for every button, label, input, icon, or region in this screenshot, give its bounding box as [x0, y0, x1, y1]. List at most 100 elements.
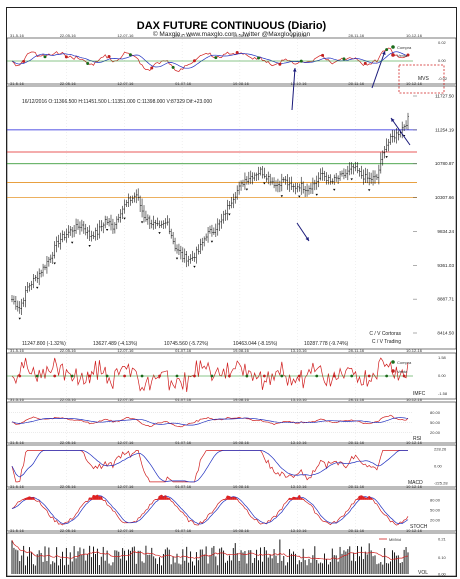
date-tick-price: 13-10-16 [291, 81, 308, 86]
imfc-dot [88, 374, 92, 378]
date-tick-vol: 12-07-16 [117, 528, 134, 533]
stoch-overbought [226, 495, 229, 500]
signal-triangle [88, 245, 91, 248]
mvs-tick: 0.02 [438, 40, 447, 45]
imfc-dot [105, 374, 109, 378]
date-tick-stoch: 19-08-16 [233, 484, 250, 489]
rsi-tick: 80.00 [430, 410, 441, 415]
date-tick-price: 19-08-16 [233, 81, 250, 86]
legend-dot-venta [391, 369, 395, 373]
stoch-overbought [370, 497, 373, 500]
mvs-dot [214, 56, 218, 60]
signal-triangle [123, 217, 126, 220]
imfc-dot [35, 374, 39, 378]
mvs-dot [150, 66, 154, 70]
stoch-overbought [32, 497, 35, 500]
stoch-overbought [292, 497, 295, 500]
date-tick-vol: 01-07-16 [175, 528, 192, 533]
panel-price [6, 85, 457, 350]
legend-venta-imfc: Venta [397, 369, 408, 374]
legend-compra-mvs: Compra [397, 45, 412, 50]
date-tick-price: 28-11-16 [348, 81, 364, 86]
stoch-overbought [364, 497, 367, 500]
imfc-dot [385, 374, 389, 378]
stoch-overbought [302, 499, 305, 500]
stoch-overbought [224, 499, 227, 500]
price-tick: 11727.50 [435, 94, 454, 99]
arrow-head [382, 51, 386, 55]
mvs-dot [342, 57, 346, 61]
annotation-arrow [390, 117, 411, 146]
chart-subtitle: © Maxglo - www.maxglo.com - twitter @Max… [152, 31, 311, 38]
date-tick-macd: 13-10-16 [291, 440, 308, 445]
stoch-overbought [296, 497, 299, 500]
price-tick: 9834.24 [437, 229, 454, 234]
signal-triangle [36, 286, 39, 289]
stoch-line [11, 494, 409, 526]
date-tick-imfc: 28-11-16 [348, 348, 364, 353]
mvs-dot [257, 56, 261, 60]
date-tick-vol: 19-08-16 [233, 528, 250, 533]
signal-triangle [263, 182, 266, 185]
signal-triangle [280, 195, 284, 198]
date-tick-mvs: 10-12-16 [406, 33, 423, 38]
highlight-box [398, 64, 445, 94]
date-tick-vol: 22-05-16 [60, 528, 77, 533]
date-tick-mvs: 22-05-16 [60, 33, 77, 38]
rsi-signal [11, 417, 409, 426]
signal-triangle [245, 188, 249, 191]
stoch-overbought [30, 497, 33, 500]
stoch-overbought [168, 498, 171, 500]
mvs-label: MVS [418, 76, 430, 82]
date-tick-mvs: 28-11-16 [348, 33, 364, 38]
level-value: 10287.778 (-9.74%) [304, 341, 349, 347]
date-tick-macd: 28-11-16 [348, 440, 364, 445]
mvs-dot [406, 53, 410, 57]
imfc-dot [402, 374, 406, 378]
date-tick-macd: 01-07-16 [175, 440, 192, 445]
level-value: 11247.800 (-1.32%) [22, 341, 66, 347]
date-tick-mvs: 13-10-16 [291, 33, 308, 38]
imfc-dot [18, 374, 22, 378]
imfc-dot [123, 374, 126, 378]
mvs-dot [128, 53, 132, 57]
date-tick-macd: 19-08-16 [233, 440, 250, 445]
mvs-dot [22, 59, 26, 63]
date-tick-stoch: 22-05-16 [60, 484, 77, 489]
mvs-dot [235, 50, 239, 54]
imfc-dot [280, 374, 284, 378]
stoch-overbought [360, 495, 363, 500]
date-tick-mvs: 01-07-16 [175, 33, 192, 38]
legend-dot-venta [391, 53, 395, 57]
date-tick-mvs: 19-08-16 [233, 33, 250, 38]
mvs-tick: -0.02 [438, 76, 448, 81]
volume-ma [11, 540, 409, 560]
stoch-overbought [366, 498, 369, 500]
stoch-overbought [300, 498, 303, 500]
stoch-overbought [166, 497, 169, 500]
imfc-tick: 0.00 [438, 373, 447, 378]
date-tick-vol: 31-5-16 [10, 528, 25, 533]
date-tick-mvs: 31-5-16 [10, 33, 25, 38]
date-tick-rsi: 01-07-16 [175, 397, 192, 402]
imfc-dot [210, 374, 214, 378]
price-tick: 10780.87 [435, 161, 455, 166]
date-tick-macd: 10-12-16 [406, 440, 423, 445]
stoch-overbought [290, 498, 293, 500]
date-tick-stoch: 13-10-16 [291, 484, 308, 489]
date-tick-vol: 10-12-16 [406, 528, 423, 533]
mvs-signal [11, 51, 409, 69]
mvs-tick: 0.00 [438, 58, 447, 63]
price-tick: 8414.50 [437, 331, 454, 336]
price-tick: 9361.03 [437, 263, 454, 268]
stoch-overbought [368, 496, 371, 500]
date-tick-rsi: 22-05-16 [60, 397, 77, 402]
rsi-line [11, 414, 409, 428]
signal-triangle [18, 317, 21, 320]
signal-triangle [367, 189, 371, 192]
date-tick-rsi: 28-11-16 [348, 397, 364, 402]
rsi-tick: 20.00 [430, 430, 441, 435]
stoch-overbought [362, 496, 365, 500]
stoch-overbought [294, 497, 297, 500]
date-tick-imfc: 19-08-16 [233, 348, 250, 353]
